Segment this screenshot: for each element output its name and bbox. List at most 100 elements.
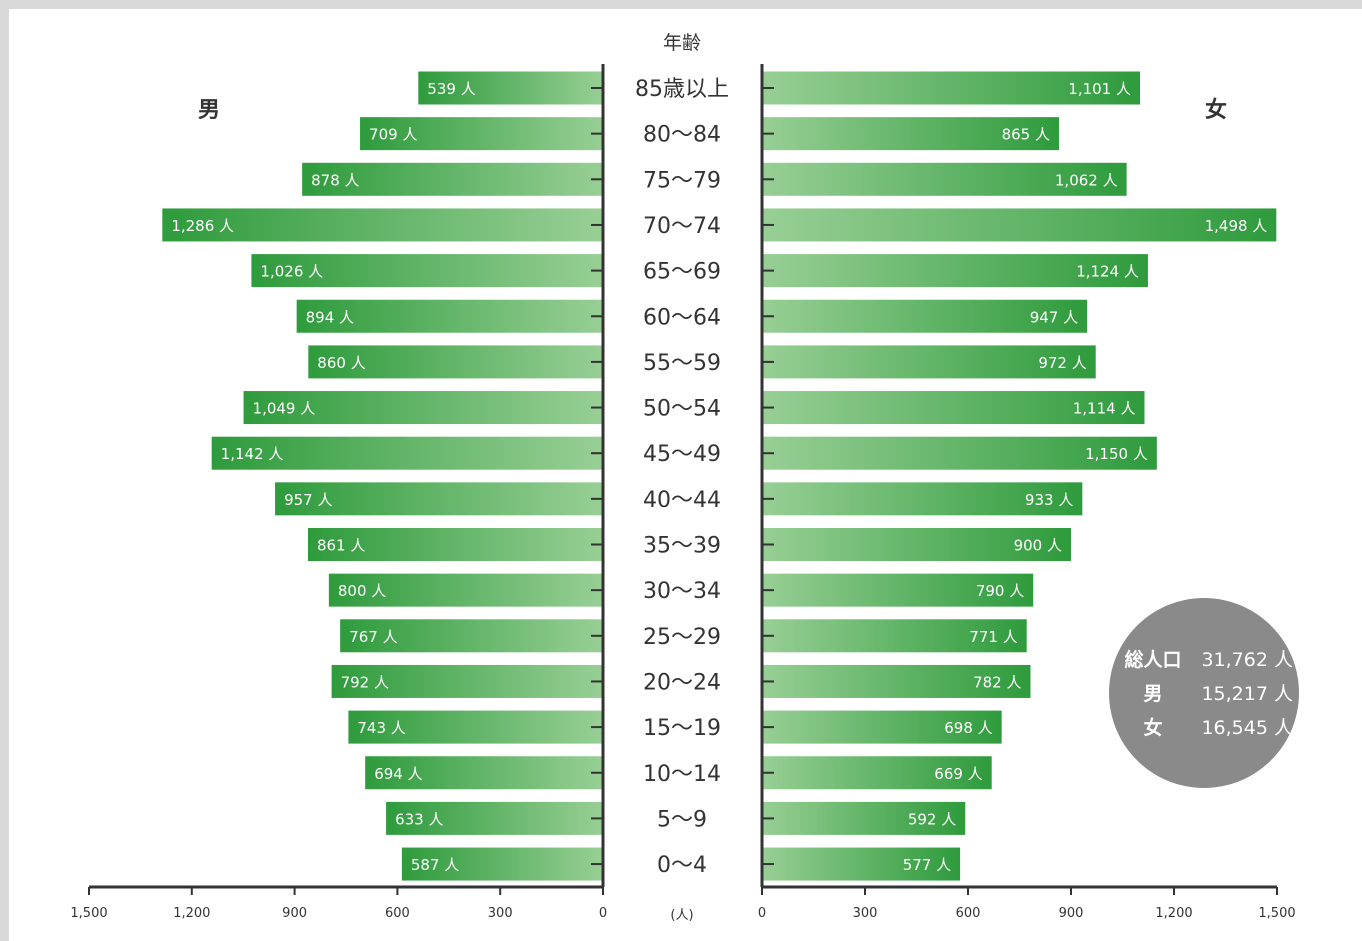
female-bar-label: 933 人 <box>1025 491 1073 509</box>
female-bar-label: 1,062 人 <box>1055 171 1118 189</box>
male-bar-label: 709 人 <box>369 126 417 144</box>
female-bar <box>762 391 1145 425</box>
female-x-tick-label: 900 <box>1059 906 1084 921</box>
summary-circle <box>1109 598 1299 788</box>
female-bar <box>762 573 1034 607</box>
male-bar <box>251 254 603 288</box>
male-bar <box>211 436 603 470</box>
male-bar <box>308 345 603 379</box>
summary-label-male: 男 <box>1143 683 1162 705</box>
age-category-label: 60〜64 <box>643 305 721 330</box>
female-x-tick-label: 1,200 <box>1155 906 1192 921</box>
population-pyramid-chart: 年齢 男 女 (人) 539 人 1,101 人 85歳以上 709 人 865 人 80… <box>70 32 1299 923</box>
male-bar-label: 539 人 <box>427 80 475 98</box>
female-bar <box>762 345 1096 379</box>
female-bar <box>762 710 1002 744</box>
age-category-label: 0〜4 <box>657 853 707 878</box>
male-bar <box>243 391 603 425</box>
female-bar-label: 865 人 <box>1002 126 1050 144</box>
female-bar-label: 1,114 人 <box>1073 400 1136 418</box>
chart-panel: 年齢 男 女 (人) 539 人 1,101 人 85歳以上 709 人 865 人 80… <box>9 9 1362 941</box>
age-category-label: 50〜54 <box>643 397 721 422</box>
age-category-label: 40〜44 <box>643 488 721 513</box>
male-bar-label: 694 人 <box>374 765 422 783</box>
male-bar-label: 633 人 <box>395 810 443 828</box>
summary-value-female: 16,545 人 <box>1201 717 1293 739</box>
male-bar <box>360 117 603 151</box>
male-bar-label: 743 人 <box>357 719 405 737</box>
female-bar-label: 1,150 人 <box>1085 445 1148 463</box>
male-bar-label: 1,049 人 <box>253 400 316 418</box>
female-bar-label: 698 人 <box>944 719 992 737</box>
male-x-tick-label: 0 <box>599 906 607 921</box>
female-bar <box>762 436 1157 470</box>
age-category-label: 45〜49 <box>643 442 721 467</box>
female-bar <box>762 162 1127 196</box>
female-bar-label: 1,101 人 <box>1068 80 1131 98</box>
male-bar-label: 800 人 <box>338 582 386 600</box>
age-category-label: 5〜9 <box>657 807 707 832</box>
chart-title: 年齢 <box>663 32 701 54</box>
age-category-label: 30〜34 <box>643 579 721 604</box>
male-bar <box>418 71 603 105</box>
male-bar <box>302 162 603 196</box>
male-bar <box>401 847 603 881</box>
female-bar-label: 900 人 <box>1014 537 1062 555</box>
male-bar-label: 587 人 <box>411 856 459 874</box>
male-x-tick-label: 600 <box>385 906 410 921</box>
age-category-label: 15〜19 <box>643 716 721 741</box>
female-bar-label: 669 人 <box>934 765 982 783</box>
male-bar-label: 1,026 人 <box>260 263 323 281</box>
male-bar <box>386 801 603 835</box>
male-bar-label: 792 人 <box>341 673 389 691</box>
female-label: 女 <box>1205 97 1227 123</box>
age-category-label: 85歳以上 <box>635 77 729 102</box>
female-bar-label: 1,124 人 <box>1076 263 1139 281</box>
female-bar-label: 771 人 <box>969 628 1017 646</box>
female-x-tick-label: 1,500 <box>1258 906 1295 921</box>
summary-badge: 総人口 31,762 人 男 15,217 人 女 16,545 人 <box>1109 598 1299 788</box>
female-x-tick-label: 0 <box>758 906 766 921</box>
female-bar <box>762 482 1083 516</box>
male-bar <box>365 756 603 790</box>
male-bar-label: 878 人 <box>311 171 359 189</box>
male-bar <box>328 573 603 607</box>
female-bar <box>762 801 966 835</box>
female-bar <box>762 619 1027 653</box>
male-x-tick-label: 1,200 <box>173 906 210 921</box>
male-label: 男 <box>198 98 220 123</box>
male-bar-label: 957 人 <box>284 491 332 509</box>
female-bar-label: 947 人 <box>1030 308 1078 326</box>
female-bar <box>762 847 961 881</box>
female-bar-label: 577 人 <box>903 856 951 874</box>
age-category-label: 10〜14 <box>643 762 721 787</box>
age-category-label: 65〜69 <box>643 260 721 285</box>
female-x-tick-label: 300 <box>853 906 878 921</box>
summary-label-female: 女 <box>1143 716 1162 739</box>
female-bar <box>762 117 1059 151</box>
male-bar <box>348 710 603 744</box>
axes-group: 1,500 0 1,200 300 900 600 600 900 300 1,200 0 1,500 <box>70 64 1296 921</box>
male-bar-label: 894 人 <box>306 308 354 326</box>
female-bar <box>762 528 1071 561</box>
summary-label-total: 総人口 <box>1124 648 1181 671</box>
unit-label: (人) <box>670 908 693 923</box>
summary-value-male: 15,217 人 <box>1201 683 1293 705</box>
male-bar-label: 861 人 <box>317 537 365 555</box>
male-bar-label: 860 人 <box>317 354 365 372</box>
female-bar <box>762 208 1277 242</box>
male-x-tick-label: 1,500 <box>70 906 107 921</box>
female-bar-label: 782 人 <box>973 673 1021 691</box>
age-category-label: 55〜59 <box>643 351 721 376</box>
female-bar-label: 592 人 <box>908 810 956 828</box>
male-bar <box>331 664 603 698</box>
male-bar <box>162 208 603 242</box>
male-x-tick-label: 300 <box>488 906 513 921</box>
age-category-label: 35〜39 <box>643 534 721 559</box>
age-category-label: 80〜84 <box>643 123 721 148</box>
age-category-label: 75〜79 <box>643 168 721 193</box>
age-category-label: 70〜74 <box>643 214 721 239</box>
female-bar-label: 972 人 <box>1038 354 1086 372</box>
female-bar-label: 1,498 人 <box>1205 217 1268 235</box>
male-bar-label: 1,286 人 <box>171 217 234 235</box>
